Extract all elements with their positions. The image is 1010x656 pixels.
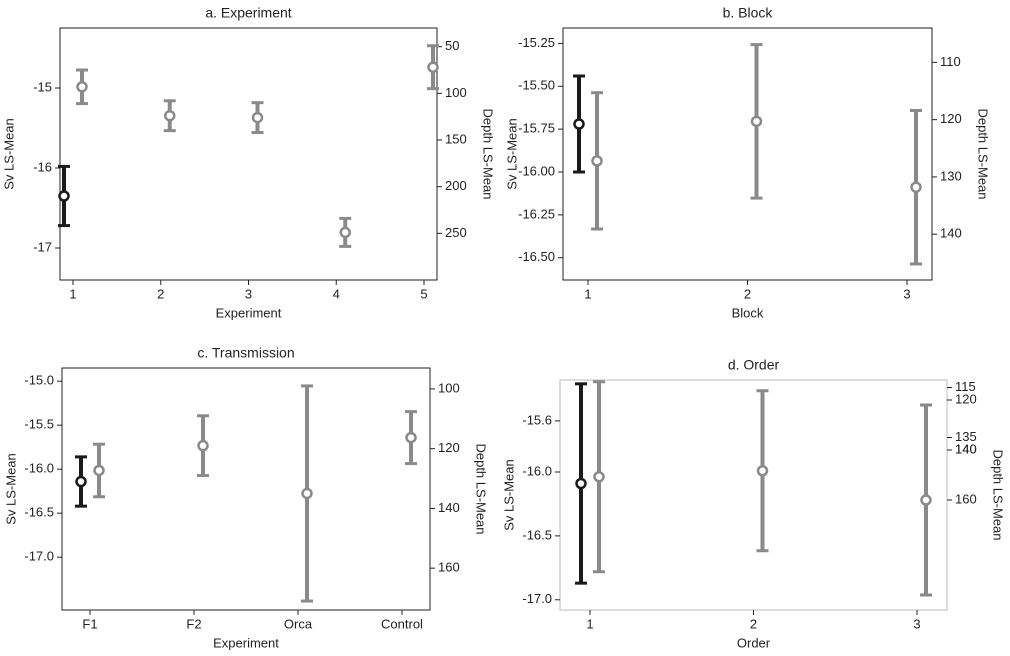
point xyxy=(756,465,769,477)
x-tick-label: 2 xyxy=(157,286,164,301)
y-tick-label: -17.0 xyxy=(24,549,54,564)
chart-title: d. Order xyxy=(728,357,780,373)
point xyxy=(575,477,587,490)
plot-frame xyxy=(562,27,933,281)
y-tick-label: -16.0 xyxy=(24,461,54,476)
plot-frame xyxy=(61,367,431,611)
y-tick-label: -16.5 xyxy=(522,527,552,542)
y2-tick-label: 120 xyxy=(940,111,962,126)
x-tick-label: F1 xyxy=(82,616,97,631)
y-tick-label: -15.75 xyxy=(518,121,555,136)
x-tick-label: F2 xyxy=(186,616,201,631)
y-tick-label: -17.0 xyxy=(522,591,552,606)
y-tick-label: -15 xyxy=(33,79,52,94)
point xyxy=(76,81,88,93)
x-axis-label: Block xyxy=(732,305,764,320)
y2-tick-label: 120 xyxy=(438,440,460,455)
x-tick-label: 1 xyxy=(586,616,593,631)
y-tick-label: -16 xyxy=(33,159,52,174)
y2-tick-label: 150 xyxy=(445,131,467,146)
plot-frame xyxy=(59,27,438,281)
y2-tick-label: 140 xyxy=(438,500,460,515)
x-tick-label: 2 xyxy=(744,286,751,301)
y2-tick-label: 135 xyxy=(955,429,977,444)
y-tick-label: -16.0 xyxy=(522,463,552,478)
chart-title: a. Experiment xyxy=(205,5,291,21)
point xyxy=(750,115,763,128)
y2-axis-label: Depth LS-Mean xyxy=(991,449,1006,540)
chart-title: c. Transmission xyxy=(197,345,294,361)
y-axis-label: Sv LS-Mean xyxy=(3,453,18,525)
y-tick-label: -16.00 xyxy=(518,163,555,178)
x-tick-label: Orca xyxy=(284,616,313,631)
y2-tick-label: 140 xyxy=(940,226,962,241)
x-tick-label: 5 xyxy=(420,286,427,301)
point xyxy=(164,109,176,122)
y2-tick-label: 160 xyxy=(955,491,977,506)
point xyxy=(920,494,932,506)
x-tick-label: 2 xyxy=(750,616,757,631)
point xyxy=(573,118,585,130)
y2-tick-label: 140 xyxy=(955,441,977,456)
point xyxy=(910,181,922,193)
y2-tick-label: 160 xyxy=(438,560,460,575)
point xyxy=(75,475,87,488)
x-tick-label: 1 xyxy=(584,286,591,301)
point xyxy=(197,439,209,452)
point xyxy=(339,226,351,239)
y2-tick-label: 120 xyxy=(955,391,977,406)
point xyxy=(405,431,417,444)
y-tick-label: -16.5 xyxy=(24,505,54,520)
point xyxy=(93,464,105,477)
y-tick-label: -17 xyxy=(33,239,52,254)
y2-tick-label: 130 xyxy=(940,168,962,183)
point xyxy=(58,190,70,202)
x-tick-label: 3 xyxy=(913,616,920,631)
y-tick-label: -15.25 xyxy=(518,35,555,50)
y-tick-label: -15.0 xyxy=(24,373,54,388)
point xyxy=(593,471,605,483)
y-tick-label: -16.25 xyxy=(518,206,555,221)
y2-tick-label: 140 xyxy=(955,441,977,456)
y2-tick-label: 200 xyxy=(445,178,467,193)
y2-tick-label: 250 xyxy=(445,225,467,240)
chart-title: b. Block xyxy=(723,5,774,21)
x-tick-label: Control xyxy=(381,616,423,631)
y2-tick-label: 100 xyxy=(438,380,460,395)
y-axis-label: Sv LS-Mean xyxy=(1,118,16,190)
point xyxy=(591,155,603,167)
y-axis-label: Sv LS-Mean xyxy=(501,459,516,531)
x-tick-label: 3 xyxy=(903,286,910,301)
x-tick-label: 3 xyxy=(245,286,252,301)
y-tick-label: -15.5 xyxy=(24,417,54,432)
y-axis-label: Sv LS-Mean xyxy=(504,118,519,190)
x-tick-label: 1 xyxy=(69,286,76,301)
plot-frame xyxy=(559,379,948,611)
point xyxy=(301,487,313,500)
point xyxy=(251,111,264,124)
y-tick-label: -16.50 xyxy=(518,249,555,264)
y-tick-label: -15.6 xyxy=(522,412,552,427)
x-tick-label: 4 xyxy=(333,286,340,301)
y2-tick-label: 115 xyxy=(955,379,976,394)
y2-tick-label: 100 xyxy=(445,85,467,100)
x-axis-label: Order xyxy=(737,635,771,650)
y2-axis-label: Depth LS-Mean xyxy=(474,443,489,534)
x-axis-label: Experiment xyxy=(216,305,282,320)
point xyxy=(427,61,439,73)
x-axis-label: Experiment xyxy=(213,635,279,650)
y2-axis-label: Depth LS-Mean xyxy=(481,108,496,199)
y2-axis-label: Depth LS-Mean xyxy=(976,108,991,199)
y2-tick-label: 50 xyxy=(445,38,459,53)
y-tick-label: -15.50 xyxy=(518,78,555,93)
y2-tick-label: 110 xyxy=(940,54,961,69)
